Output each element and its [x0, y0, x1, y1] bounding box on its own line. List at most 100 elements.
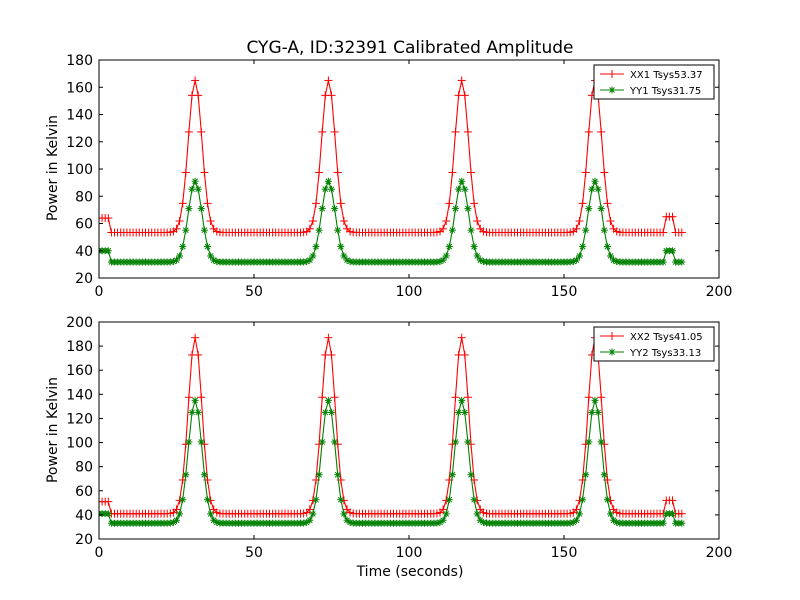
- data-point: [179, 243, 187, 251]
- bottom-plot-area: 0 50 100 150 200 20 40 60 80 100 120 140 160 180 200 XX…: [66, 315, 732, 561]
- data-point: [579, 496, 587, 504]
- data-point: [445, 243, 453, 251]
- data-point: [572, 256, 580, 264]
- bottom-legend-label: YY2 Tsys33.13: [629, 348, 701, 359]
- data-point: [321, 408, 329, 416]
- data-point: [194, 91, 203, 100]
- data-point: [172, 224, 181, 233]
- data-point: [591, 177, 599, 185]
- data-point: [334, 226, 342, 234]
- top-y-tick-label: 140: [66, 108, 93, 124]
- top-x-tick-label: 100: [396, 284, 423, 300]
- data-point: [315, 226, 323, 234]
- bottom-y-tick-label: 120: [66, 411, 93, 427]
- data-point: [677, 228, 686, 237]
- data-point: [306, 256, 314, 264]
- data-point: [172, 505, 181, 514]
- top-series-1: [99, 76, 686, 237]
- data-point: [204, 496, 211, 504]
- top-y-tick-label: 180: [66, 53, 93, 69]
- data-point: [467, 226, 475, 234]
- bottom-x-tick-label: 150: [551, 545, 578, 561]
- bottom-x-tick-label: 200: [706, 545, 733, 561]
- top-legend: XX1 Tsys53.37 YY1 Tsys31.75: [593, 64, 715, 100]
- top-y-tick-label: 60: [75, 217, 93, 233]
- data-point: [458, 396, 466, 404]
- top-y-axis-label: Power in Kelvin: [45, 115, 61, 221]
- data-point: [467, 168, 475, 177]
- bottom-y-tick-label: 100: [66, 436, 93, 452]
- top-legend-label: XX1 Tsys53.37: [630, 70, 703, 81]
- data-point: [451, 393, 460, 402]
- data-point: [579, 243, 587, 251]
- bottom-x-tick-label: 100: [396, 545, 423, 561]
- data-point: [576, 252, 583, 260]
- data-point: [607, 510, 614, 518]
- data-point: [191, 76, 200, 85]
- data-point: [197, 438, 205, 446]
- data-point: [312, 243, 320, 251]
- data-point: [207, 510, 215, 518]
- data-point: [455, 408, 463, 416]
- data-point: [461, 185, 469, 193]
- data-point: [324, 177, 332, 185]
- data-point: [678, 258, 686, 266]
- top-y-tick-label: 120: [66, 135, 93, 151]
- data-point: [324, 333, 333, 342]
- data-point: [339, 217, 348, 226]
- data-point: [470, 199, 479, 208]
- bottom-y-axis-label: Power in Kelvin: [45, 377, 61, 483]
- data-point: [181, 168, 190, 177]
- data-point: [315, 471, 323, 479]
- data-point: [173, 516, 180, 524]
- top-x-tick-label: 50: [245, 284, 263, 300]
- data-point: [669, 510, 676, 518]
- data-point: [191, 333, 200, 342]
- top-x-tick-label: 150: [551, 284, 578, 300]
- data-point: [343, 516, 351, 524]
- data-point: [588, 408, 596, 416]
- data-point: [318, 127, 327, 136]
- data-point: [603, 496, 611, 504]
- top-subplot: 0 50 100 150 200 20 40 60 80 100 120 140 160 180 XX1 T…: [45, 53, 732, 300]
- bottom-y-tick-label: 200: [66, 315, 93, 331]
- data-point: [334, 471, 342, 479]
- bottom-legend: XX2 Tsys41.05 YY2 Tsys33.13: [593, 326, 715, 362]
- data-point: [327, 350, 336, 359]
- bottom-series-2: [99, 396, 686, 527]
- data-point: [470, 496, 478, 504]
- data-point: [457, 76, 466, 85]
- data-point: [309, 252, 317, 260]
- top-y-tick-label: 80: [75, 189, 93, 205]
- data-point: [188, 185, 196, 193]
- data-point: [191, 396, 199, 404]
- data-point: [659, 258, 667, 266]
- data-point: [308, 217, 317, 226]
- data-point: [582, 471, 590, 479]
- top-series-2: [99, 177, 686, 266]
- data-point: [312, 496, 320, 504]
- data-point: [603, 243, 611, 251]
- data-point: [572, 505, 581, 514]
- data-point: [603, 199, 612, 208]
- data-point: [179, 496, 187, 504]
- data-point: [594, 408, 602, 416]
- data-point: [451, 127, 460, 136]
- data-point: [578, 199, 587, 208]
- data-point: [460, 350, 469, 359]
- data-point: [184, 127, 193, 136]
- data-point: [464, 438, 472, 446]
- data-point: [203, 199, 212, 208]
- data-point: [668, 212, 677, 221]
- data-point: [597, 438, 605, 446]
- top-y-tick-label: 100: [66, 162, 93, 178]
- data-point: [176, 510, 184, 518]
- data-point: [185, 438, 193, 446]
- data-point: [439, 516, 447, 524]
- data-point: [445, 199, 454, 208]
- data-point: [178, 199, 187, 208]
- data-point: [600, 226, 608, 234]
- data-point: [439, 505, 448, 514]
- data-point: [461, 408, 469, 416]
- data-point: [452, 205, 459, 213]
